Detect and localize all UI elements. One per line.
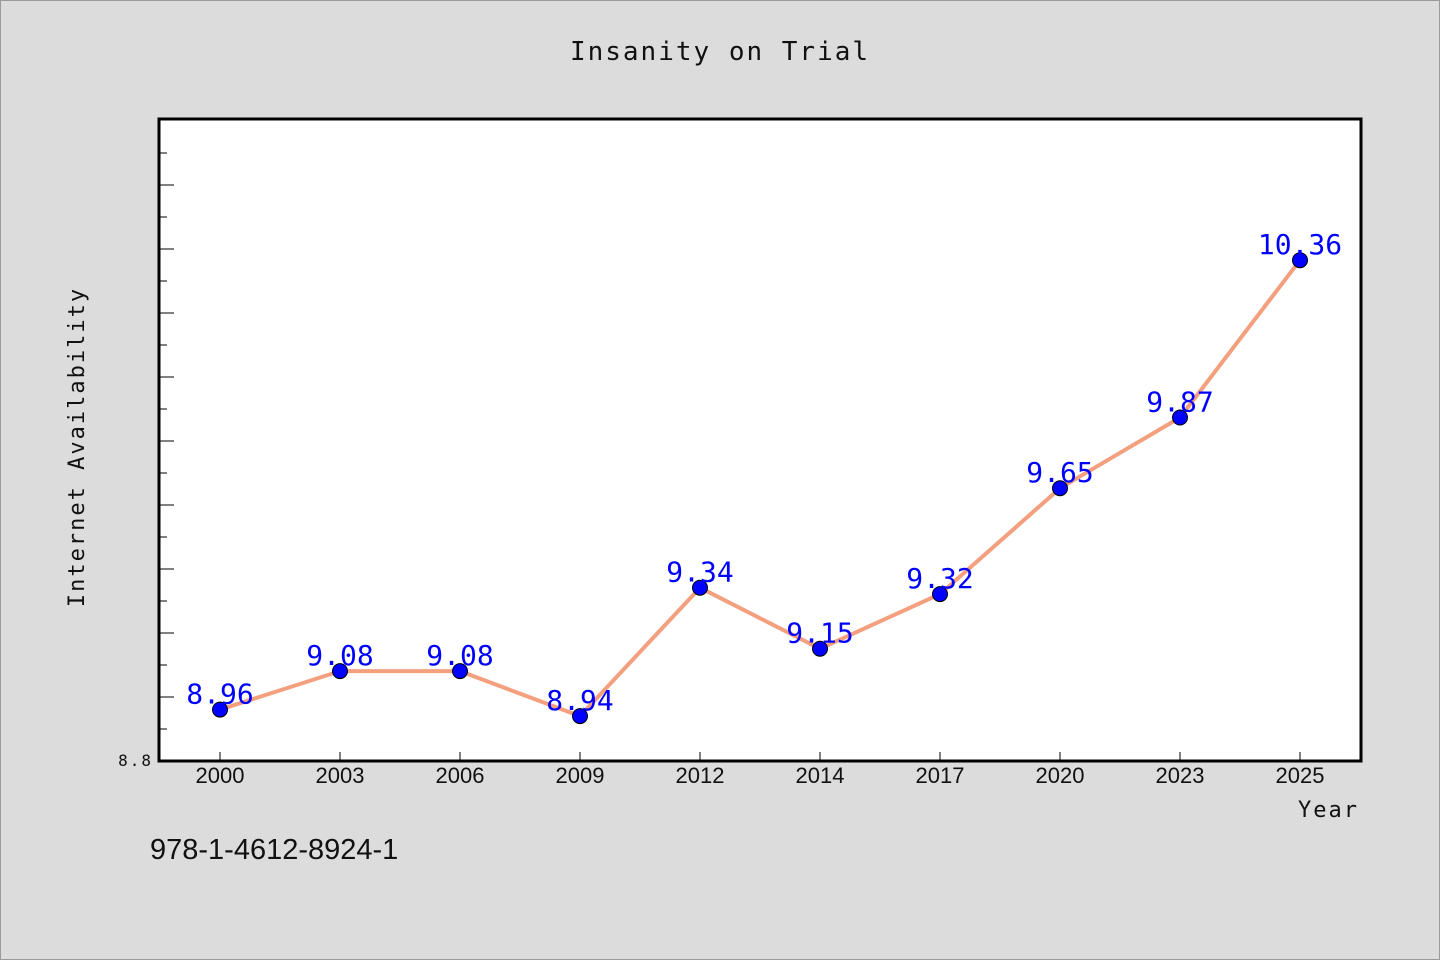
data-label: 9.08 xyxy=(306,639,373,672)
data-label: 9.32 xyxy=(906,562,973,595)
x-tick-label: 2009 xyxy=(556,763,605,788)
data-point xyxy=(212,701,228,718)
series-markers xyxy=(212,252,1308,725)
data-point xyxy=(1292,252,1308,269)
data-point xyxy=(332,663,348,680)
data-label: 8.94 xyxy=(546,684,613,717)
x-tick-label: 2014 xyxy=(796,763,845,788)
isbn-text: 978-1-4612-8924-1 xyxy=(150,834,399,866)
y-axis-label: Internet Availability xyxy=(65,287,90,607)
x-tick-label: 2025 xyxy=(1276,763,1325,788)
plot-area xyxy=(157,117,1363,763)
data-point xyxy=(452,663,468,680)
chart-title: Insanity on Trial xyxy=(570,37,870,67)
data-label: 10.36 xyxy=(1258,228,1342,261)
x-axis-label: Year xyxy=(1298,798,1359,823)
data-point xyxy=(812,640,828,657)
x-tick-label: 2003 xyxy=(316,763,365,788)
x-tick-label: 2017 xyxy=(916,763,965,788)
data-point xyxy=(1172,409,1188,426)
data-point xyxy=(692,579,708,596)
y-axis-ticks xyxy=(159,152,174,730)
data-label: 9.65 xyxy=(1026,456,1093,489)
y-tick-label: 8.8 xyxy=(118,751,153,770)
data-label: 9.08 xyxy=(426,639,493,672)
data-labels: 8.96 9.08 9.08 8.94 9.34 9.15 9.32 9.65 9.87 10.3… xyxy=(186,228,1342,717)
x-tick-label: 2012 xyxy=(676,763,725,788)
data-label: 9.34 xyxy=(666,556,733,589)
x-tick-label: 2023 xyxy=(1156,763,1205,788)
x-tick-label: 2000 xyxy=(196,763,245,788)
series-line-group xyxy=(218,258,1302,719)
series-line xyxy=(218,258,1302,719)
data-point xyxy=(1052,480,1068,497)
data-point xyxy=(572,708,588,725)
data-point xyxy=(932,586,948,603)
x-axis-ticks xyxy=(219,752,1301,761)
x-tick-label: 2006 xyxy=(436,763,485,788)
x-tick-label: 2020 xyxy=(1036,763,1085,788)
x-tick-labels: 2000 2003 2006 2009 2012 2014 2017 2020 2023 2025 xyxy=(196,763,1325,788)
data-label: 9.15 xyxy=(786,617,853,650)
data-label: 9.87 xyxy=(1146,386,1213,419)
data-label: 8.96 xyxy=(186,678,253,711)
